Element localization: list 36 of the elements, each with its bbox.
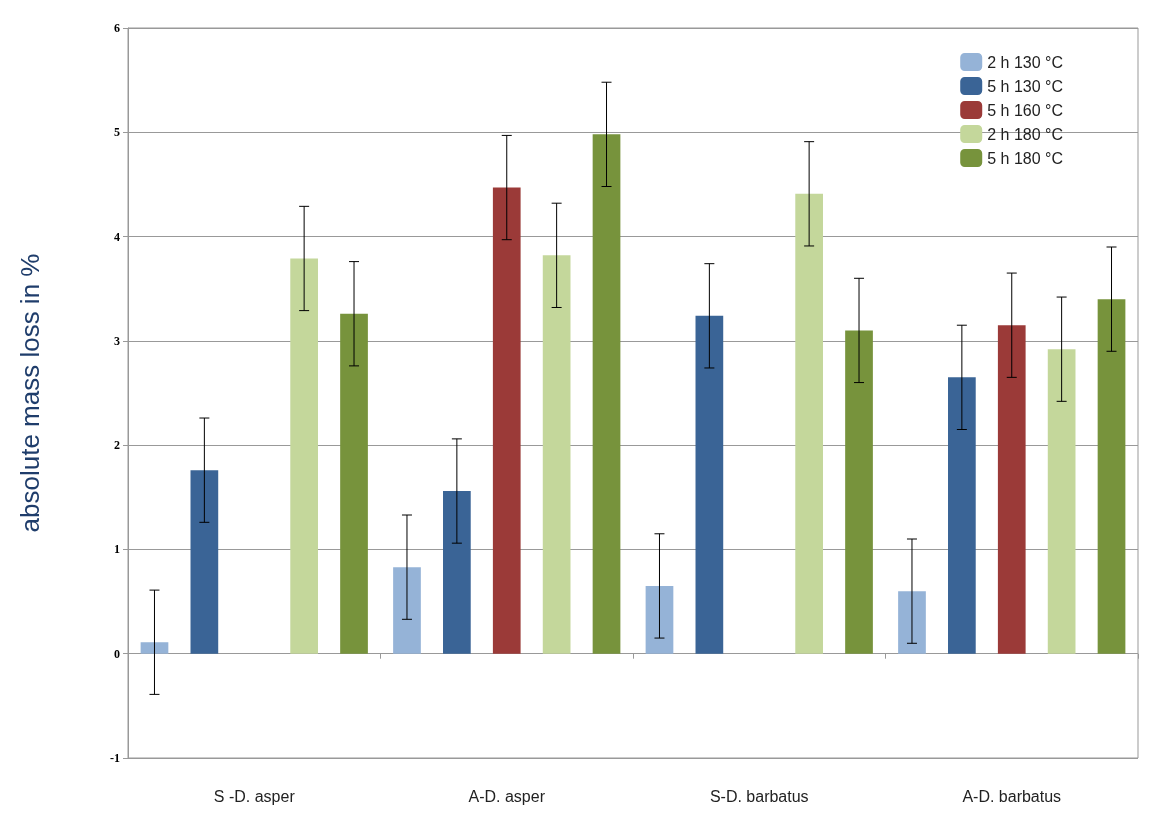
legend-label: 2 h 180 °C: [987, 125, 1063, 143]
bar: [795, 193, 823, 654]
y-tick-label: 4: [114, 229, 120, 244]
x-tick-label: A-D. barbatus: [962, 787, 1062, 805]
y-tick-label: 2: [114, 438, 120, 453]
y-tick-label: 3: [114, 333, 120, 348]
bar: [898, 591, 926, 654]
bar: [645, 585, 674, 654]
bar: [1047, 349, 1076, 654]
bar: [845, 330, 873, 654]
y-tick-label: -1: [110, 751, 120, 765]
bar: [592, 134, 621, 654]
bar: [393, 567, 421, 654]
bar: [190, 470, 219, 654]
bar: [290, 258, 318, 654]
bar: [443, 491, 471, 654]
bar: [1097, 299, 1126, 654]
bar: [492, 187, 521, 654]
legend-label: 5 h 160 °C: [987, 101, 1063, 119]
y-tick-label: 6: [114, 21, 120, 35]
y-tick-label: 1: [114, 542, 120, 557]
bar: [997, 325, 1026, 654]
x-tick-label: A-D. asper: [468, 787, 546, 805]
x-tick-label: S-D. barbatus: [709, 787, 809, 805]
y-tick-label: 0: [114, 646, 120, 661]
legend-label: 5 h 180 °C: [987, 149, 1063, 167]
bar: [695, 315, 724, 654]
bar: [948, 377, 976, 654]
y-tick-label: 5: [114, 125, 120, 140]
x-tick-label: S -D. asper: [213, 787, 296, 805]
bar: [340, 313, 368, 654]
y-axis-title: absolute mass loss in %: [15, 253, 45, 533]
legend-label: 2 h 130 °C: [987, 53, 1063, 71]
legend-label: 5 h 130 °C: [987, 77, 1063, 95]
bar: [140, 642, 169, 654]
bar: [542, 255, 571, 654]
